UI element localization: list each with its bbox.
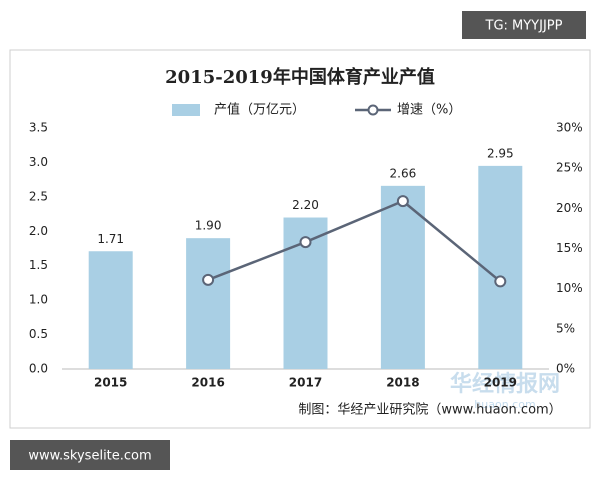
data-label: 1.90 — [195, 219, 222, 233]
watermark-logo: 华经情报网 — [450, 371, 560, 397]
y2-tick-label: 20% — [556, 201, 583, 215]
x-tick-label: 2015 — [94, 376, 127, 390]
y-tick-label: 1.5 — [29, 258, 48, 272]
y2-tick-label: 10% — [556, 281, 583, 295]
y-tick-label: 0.0 — [29, 362, 48, 376]
y2-tick-label: 15% — [556, 241, 583, 255]
source: 制图：华经产业研究院（www.huaon.com） — [298, 403, 561, 418]
legend-label: 增速（%） — [397, 103, 461, 118]
y-tick-label: 0.5 — [29, 327, 48, 341]
y-tick-label: 3.0 — [29, 155, 48, 169]
x-tick-label: 2016 — [191, 376, 224, 390]
bar — [88, 251, 133, 369]
watermark-logo-sub: huaon.com — [474, 398, 535, 411]
data-label: 1.71 — [97, 232, 124, 246]
data-label: 2.95 — [487, 146, 514, 160]
x-tick-label: 2018 — [386, 376, 419, 390]
y-tick-label: 2.0 — [29, 224, 48, 238]
data-label: 2.20 — [292, 198, 319, 212]
bar — [186, 238, 231, 369]
legend-label: 产值（万亿元） — [214, 102, 305, 118]
y-tick-label: 1.0 — [29, 293, 48, 307]
line-marker — [396, 195, 409, 208]
y2-tick-label: 25% — [556, 161, 583, 175]
watermark-box — [462, 11, 586, 39]
line — [207, 199, 502, 283]
y-tick-label: 3.5 — [29, 121, 48, 135]
x-tick-label: 2017 — [289, 376, 322, 390]
legend-swatch — [367, 104, 379, 116]
line-marker — [202, 273, 215, 286]
x-tick-label: 2019 — [484, 376, 517, 390]
line-marker — [494, 275, 507, 288]
chart-title: 2015-2019年中国体育产业产值 — [165, 66, 435, 88]
line-marker — [299, 236, 312, 249]
y2-tick-label: 0% — [556, 362, 575, 376]
bar — [478, 165, 523, 369]
y-tick-label: 2.5 — [29, 189, 48, 203]
y2-tick-label: 30% — [556, 121, 583, 135]
watermark-box — [10, 440, 170, 470]
bar — [380, 185, 425, 369]
legend-swatch — [172, 104, 200, 116]
data-label: 2.66 — [390, 166, 417, 180]
watermark-top: TG: MYYJJPP — [485, 19, 563, 34]
y2-tick-label: 5% — [556, 321, 575, 335]
watermark-bottom: www.skyselite.com — [28, 449, 151, 464]
